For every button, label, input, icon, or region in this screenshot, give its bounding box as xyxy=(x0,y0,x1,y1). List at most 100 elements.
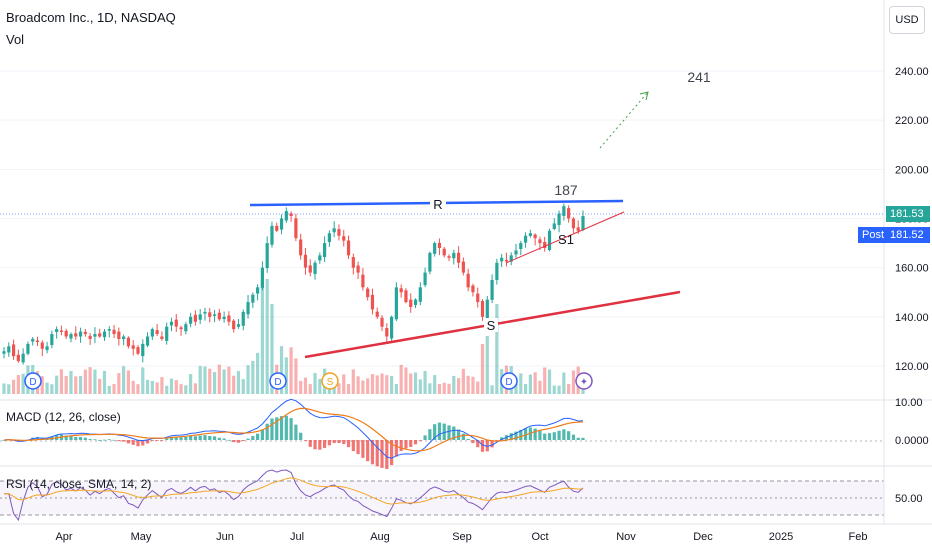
candle-body xyxy=(69,334,73,339)
macd-hist-bar xyxy=(69,435,73,440)
volume-bar xyxy=(112,384,116,394)
volume-bar xyxy=(55,375,59,394)
volume-bar xyxy=(466,375,470,394)
volume-bar xyxy=(88,367,92,394)
volume-bar xyxy=(543,367,547,394)
volume-bar xyxy=(442,382,446,394)
candle-body xyxy=(50,334,54,345)
volume-label[interactable]: Vol xyxy=(6,32,25,47)
candle-body xyxy=(370,294,375,310)
candle-body xyxy=(528,233,532,236)
volume-bar xyxy=(83,369,87,394)
candle-body xyxy=(351,257,355,268)
candle-body xyxy=(495,262,499,280)
candle-body xyxy=(55,329,59,332)
volume-bar xyxy=(313,373,317,394)
time-tick-label: Oct xyxy=(531,531,548,543)
time-tick-label: Nov xyxy=(616,531,636,543)
macd-hist-bar xyxy=(361,440,365,458)
macd-hist-bar xyxy=(308,440,312,447)
earnings-marker[interactable]: ✦ xyxy=(575,372,593,390)
macd-hist-bar xyxy=(552,432,556,440)
candle-body xyxy=(165,326,169,341)
candle-body xyxy=(543,241,547,248)
dividend-marker-text: D xyxy=(29,377,36,388)
candle-body xyxy=(523,235,528,243)
macd-hist-bar xyxy=(169,436,174,440)
volume-bar xyxy=(552,385,556,394)
time-tick-label: Jun xyxy=(216,531,234,543)
macd-hist-bar xyxy=(227,439,231,441)
rsi-label[interactable]: RSI (14, close, SMA, 14, 2) xyxy=(6,477,152,491)
macd-hist-bar xyxy=(98,439,102,441)
macd-hist-bar xyxy=(342,440,346,445)
macd-hist-bar xyxy=(523,428,528,440)
symbol-title[interactable]: Broadcom Inc., 1D, NASDAQ xyxy=(6,10,176,25)
time-tick-label: Jul xyxy=(290,531,304,543)
split-marker-text: S xyxy=(327,377,334,388)
candle-body xyxy=(303,254,308,268)
candle-body xyxy=(346,240,351,256)
macd-hist-bar xyxy=(380,440,384,468)
macd-hist-bar xyxy=(466,438,470,440)
macd-hist-bar xyxy=(126,440,131,444)
macd-hist-bar xyxy=(404,440,408,449)
candle-body xyxy=(571,218,576,229)
rsi-axis[interactable]: 50.00 xyxy=(895,493,923,505)
candle-body xyxy=(40,342,44,349)
macd-hist-bar xyxy=(299,432,303,440)
dividend-marker[interactable]: D xyxy=(500,372,518,390)
rsi-tick-label: 50.00 xyxy=(895,493,923,505)
volume-bar xyxy=(399,364,403,394)
macd-hist-bar xyxy=(279,416,284,440)
candle-body xyxy=(576,227,580,231)
dividend-marker[interactable]: D xyxy=(269,372,287,390)
projection-arrow[interactable] xyxy=(599,91,649,149)
macd-hist-bar xyxy=(437,422,442,440)
volume-bar xyxy=(11,379,16,394)
volume-bar xyxy=(208,368,212,394)
candle-body xyxy=(141,343,145,357)
macd-label[interactable]: MACD (12, 26, close) xyxy=(6,410,121,424)
time-tick-label: Sep xyxy=(452,531,472,543)
candle-body xyxy=(275,225,279,231)
macd-tick-label: 10.00 xyxy=(895,397,923,409)
macd-axis[interactable]: 10.00 0.0000 xyxy=(895,397,929,447)
volume-bar xyxy=(523,383,528,394)
time-axis[interactable]: Apr May Jun Jul Aug Sep Oct Nov Dec 2025 Feb xyxy=(55,531,867,543)
macd-hist-bar xyxy=(256,433,260,440)
currency-button[interactable]: USD xyxy=(889,6,925,34)
volume-bar xyxy=(567,383,571,394)
candle-body xyxy=(361,274,365,288)
split-marker[interactable]: S xyxy=(321,372,339,390)
macd-hist-bar xyxy=(150,440,154,441)
volume-bar xyxy=(356,376,360,394)
candle-body xyxy=(356,265,360,273)
candle-body xyxy=(251,294,255,303)
volume-bar xyxy=(227,366,231,394)
volume-bar xyxy=(236,371,241,394)
volume-bar xyxy=(145,379,150,394)
macd-hist-bar xyxy=(485,440,489,452)
candle-body xyxy=(547,230,552,250)
volume-bar xyxy=(260,279,264,394)
candle-body xyxy=(308,265,312,273)
candle-body xyxy=(2,351,6,354)
dividend-marker[interactable]: D xyxy=(24,372,42,390)
volume-bar xyxy=(174,380,178,394)
support1-line[interactable] xyxy=(505,211,625,264)
macd-hist-bar xyxy=(212,436,217,440)
candlestick-series xyxy=(2,203,585,365)
macd-hist-bar xyxy=(389,440,394,466)
candle-body xyxy=(284,211,288,221)
candle-body xyxy=(112,329,116,335)
candle-body xyxy=(490,279,494,300)
candle-body xyxy=(265,243,269,269)
candle-body xyxy=(78,331,83,337)
candle-body xyxy=(342,236,346,241)
candle-body xyxy=(21,353,25,363)
macd-hist-bar xyxy=(184,436,188,440)
macd-hist-bar xyxy=(557,430,561,440)
candle-body xyxy=(279,218,284,230)
